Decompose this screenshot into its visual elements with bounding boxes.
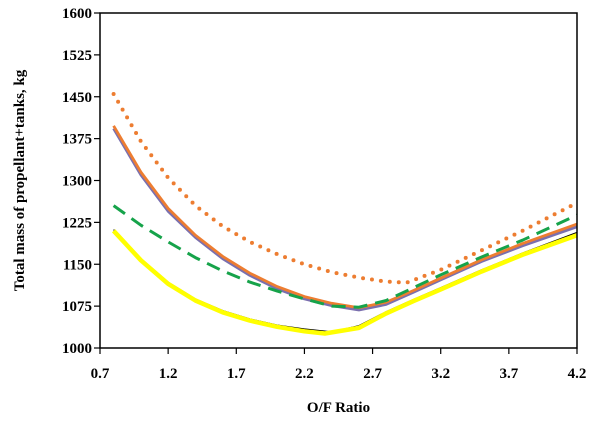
x-tick-label: 1.2 (159, 366, 178, 382)
series-line-6 (111, 229, 578, 336)
x-tick-label: 3.7 (499, 366, 518, 382)
y-tick-label: 1450 (62, 90, 92, 106)
series-layer (111, 92, 579, 336)
plot-area-frame (99, 12, 578, 349)
y-axis-title: Total mass of propellant+tanks, kg (12, 69, 28, 291)
series-line-2 (112, 127, 578, 312)
x-tick-label: 2.2 (295, 366, 314, 382)
y-tick-label: 1525 (62, 48, 92, 64)
x-axis-title: O/F Ratio (307, 400, 370, 416)
x-tick-label: 1.7 (227, 366, 246, 382)
x-tick-label: 3.2 (431, 366, 450, 382)
y-tick-label: 1375 (62, 132, 92, 148)
y-tick-label: 1300 (62, 174, 92, 190)
y-tick-label: 1600 (62, 6, 92, 22)
y-tick-label: 1225 (62, 215, 92, 231)
y-tick-label: 1150 (63, 257, 92, 273)
series-line-4 (112, 204, 578, 309)
ticks-layer: 0.7 1.2 1.7 2.2 2.7 3.2 3.7 4.2 1000 1075 1150 1225… (62, 6, 586, 382)
x-tick-label: 2.7 (363, 366, 382, 382)
series-line-1 (111, 92, 579, 285)
y-tick-label: 1075 (62, 299, 92, 315)
x-tick-label: 4.2 (568, 366, 587, 382)
x-tick-label: 0.7 (91, 366, 110, 382)
series-line-3 (112, 125, 578, 310)
y-tick-label: 1000 (62, 341, 92, 357)
